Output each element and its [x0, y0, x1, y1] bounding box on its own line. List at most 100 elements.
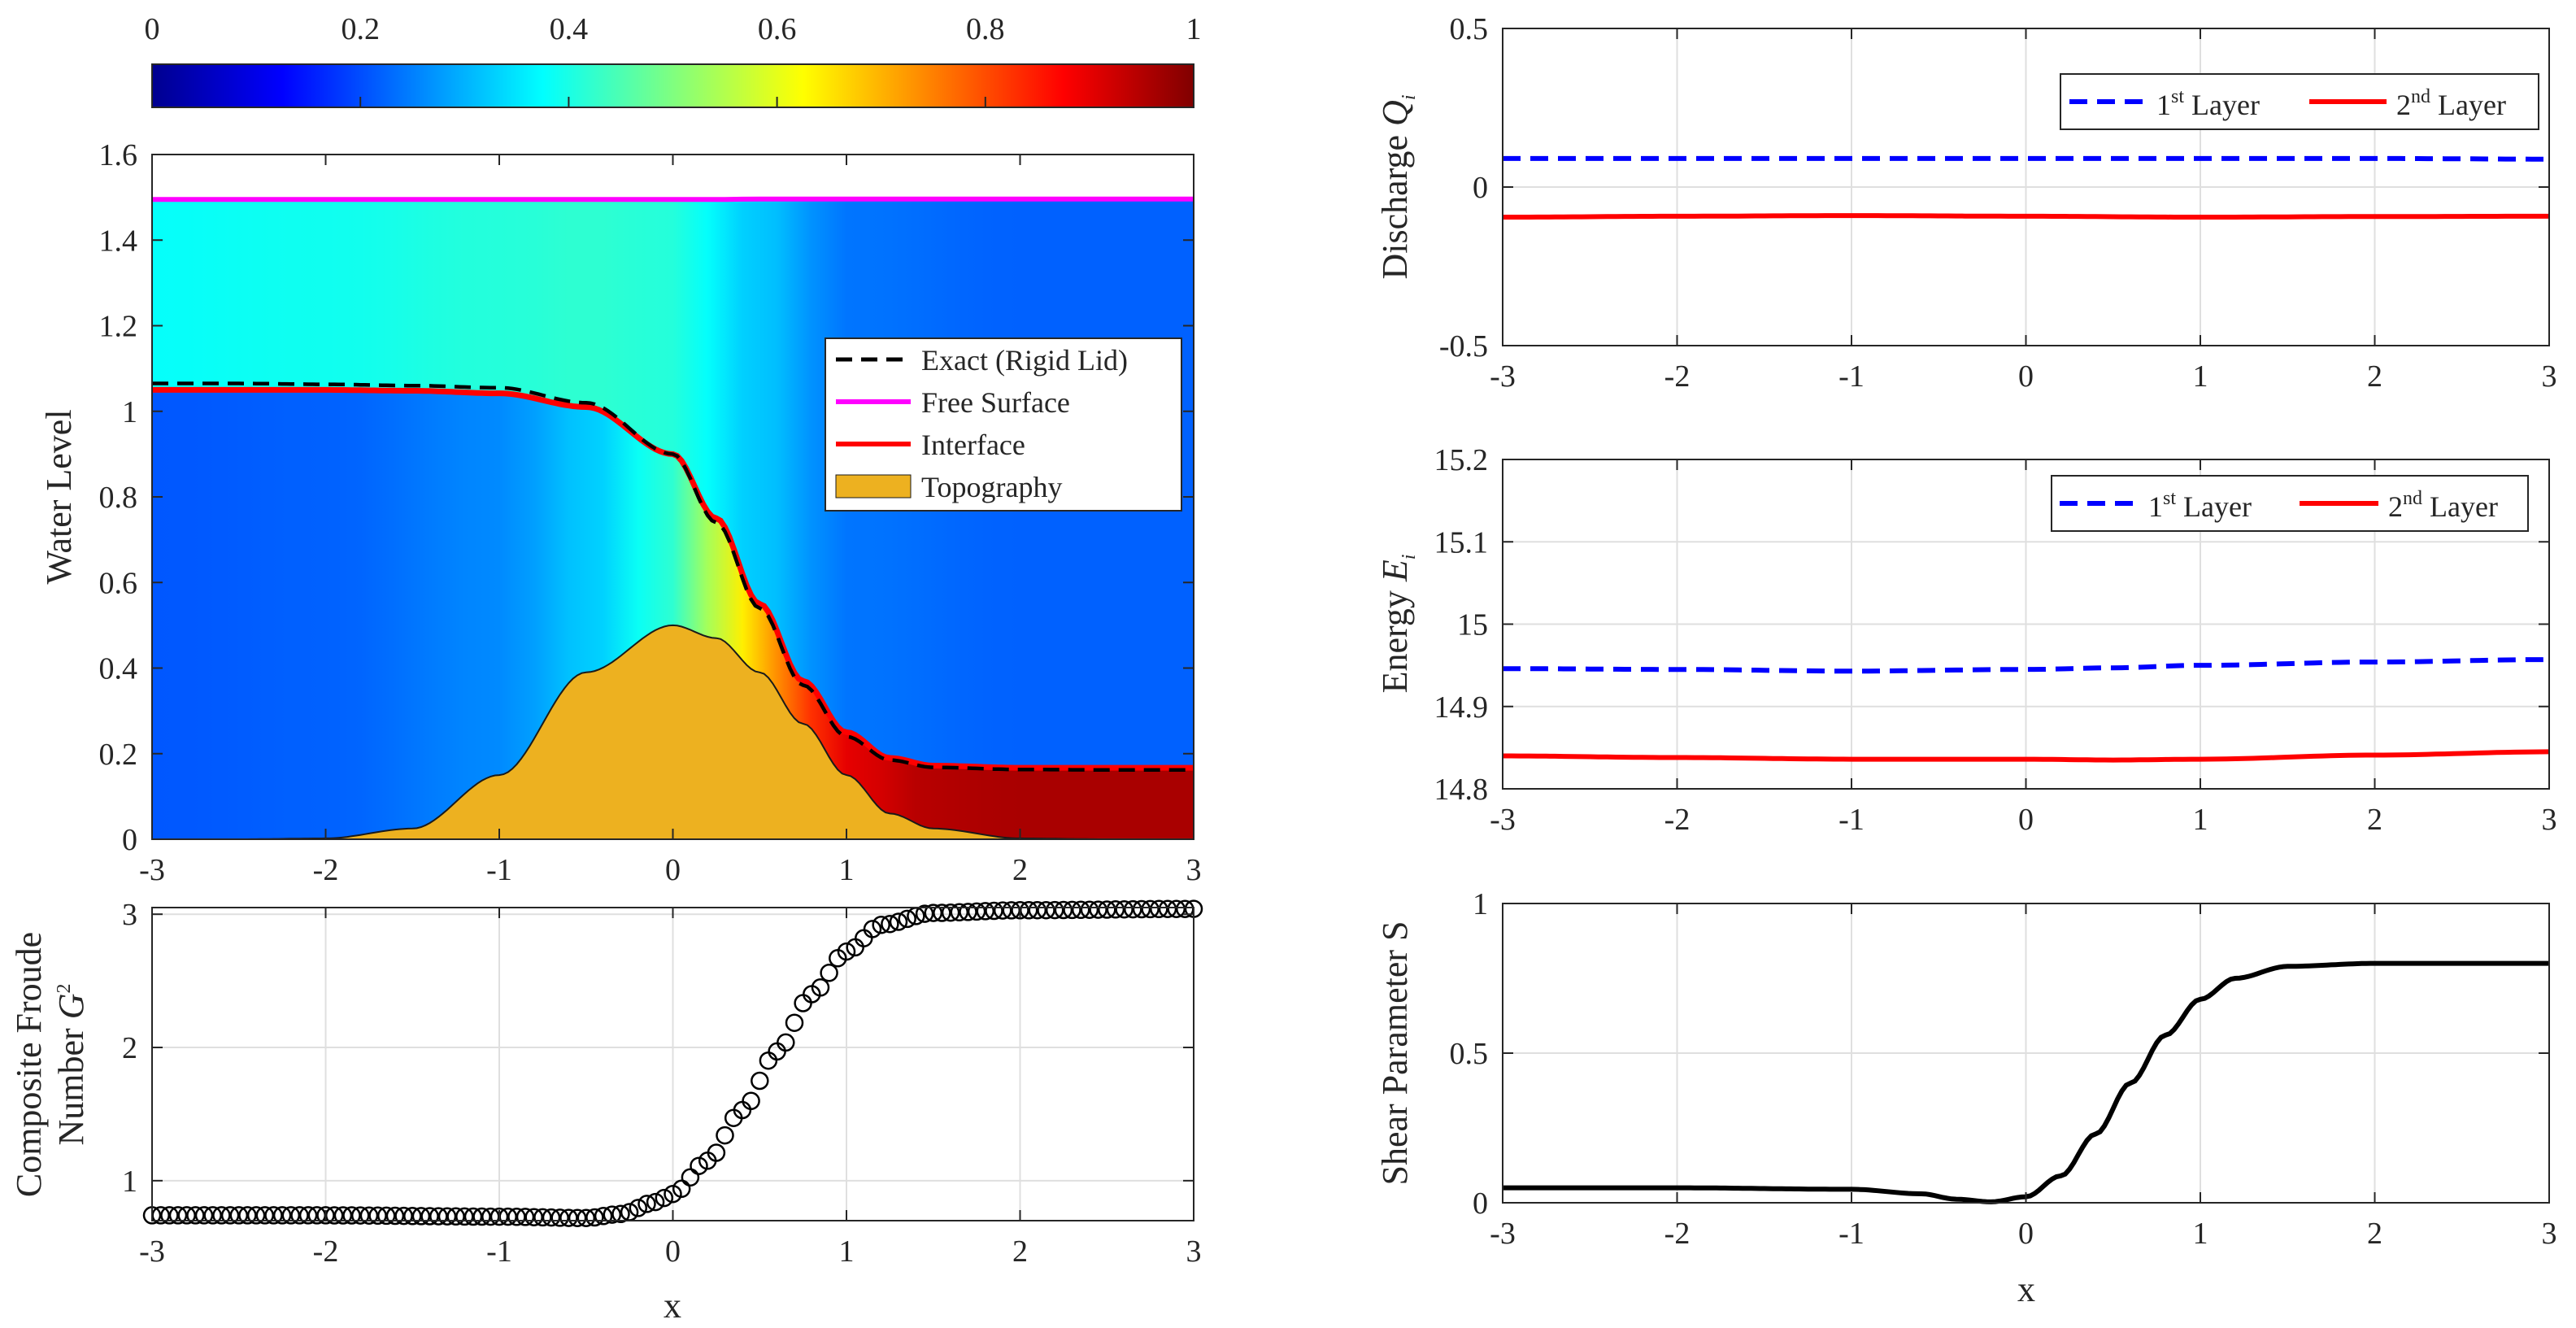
- x-tick-label: -2: [313, 853, 339, 887]
- froude-marker: [1080, 900, 1099, 919]
- energy-legend: 1st Layer 2nd Layer: [2051, 475, 2529, 532]
- froude-marker: [229, 1206, 249, 1225]
- froude-marker: [681, 1168, 700, 1187]
- froude-marker: [637, 1195, 656, 1213]
- froude-marker: [516, 1208, 535, 1226]
- froude-marker: [524, 1208, 543, 1226]
- froude-marker: [420, 1207, 439, 1226]
- discharge-axes: -3 -2 -1 0 1 2 3 -0.5 0 0.5: [1439, 12, 2557, 394]
- x-tick-label: 3: [2542, 359, 2557, 394]
- y-tick-label: 0.6: [99, 566, 138, 600]
- x-tick-label: -3: [1490, 359, 1516, 394]
- colorbar-tick-label: 1: [1186, 12, 1202, 46]
- y-tick-label: 14.8: [1434, 773, 1489, 807]
- energy-legend-layer1-label: 1st Layer: [2148, 488, 2252, 523]
- froude-marker: [186, 1206, 205, 1225]
- froude-marker: [272, 1206, 292, 1225]
- x-tick-label: 1: [839, 853, 855, 887]
- x-tick-label: 0: [2018, 803, 2034, 837]
- froude-marker: [1063, 900, 1081, 920]
- colorbar-tick-label: 0.8: [966, 12, 1005, 46]
- legend-topography-label: Topography: [921, 471, 1062, 503]
- froude-ylabel-line2: Number G2: [51, 984, 91, 1146]
- froude-marker: [941, 903, 960, 922]
- y-tick-label: 1: [122, 1165, 137, 1199]
- froude-marker: [194, 1206, 214, 1225]
- froude-marker: [1141, 899, 1160, 919]
- x-tick-label: 2: [1012, 1234, 1028, 1269]
- discharge-legend-layer2-label: 2nd Layer: [2396, 86, 2506, 121]
- y-tick-label: 0: [1473, 1186, 1488, 1221]
- x-tick-label: 1: [2193, 1217, 2208, 1251]
- froude-marker: [1045, 900, 1064, 920]
- froude-marker: [1037, 900, 1055, 920]
- froude-marker: [394, 1206, 413, 1226]
- froude-marker: [350, 1206, 370, 1225]
- x-tick-label: -1: [486, 853, 512, 887]
- water-level-legend: Exact (Rigid Lid) Free Surface Interface…: [825, 337, 1182, 512]
- froude-marker: [976, 902, 995, 921]
- y-tick-label: 0.5: [1450, 1037, 1489, 1071]
- froude-marker: [646, 1192, 665, 1212]
- froude-marker: [368, 1206, 387, 1226]
- x-tick-label: -3: [139, 853, 165, 887]
- legend-free-surface-label: Free Surface: [921, 386, 1070, 419]
- froude-marker: [264, 1206, 283, 1225]
- froude-marker: [742, 1091, 760, 1111]
- y-tick-label: 0.4: [99, 652, 138, 686]
- y-tick-label: 0: [122, 823, 137, 857]
- froude-marker: [1089, 900, 1107, 919]
- y-tick-label: 15: [1457, 608, 1488, 642]
- froude-marker: [707, 1143, 726, 1162]
- y-tick-label: 1.6: [99, 138, 138, 172]
- froude-marker: [603, 1205, 622, 1224]
- froude-markers: [142, 899, 1203, 1227]
- y-tick-label: 1.2: [99, 310, 138, 344]
- colorbar: 0 0.2 0.4 0.6 0.8 1: [145, 12, 1202, 108]
- froude-marker: [1011, 901, 1029, 920]
- x-tick-label: 1: [2193, 359, 2208, 394]
- froude-marker: [933, 903, 951, 922]
- froude-marker: [872, 916, 890, 934]
- froude-marker: [437, 1207, 457, 1226]
- froude-marker: [1150, 899, 1168, 919]
- x-tick-label: 2: [2367, 359, 2382, 394]
- froude-marker: [333, 1206, 353, 1225]
- froude-marker: [1106, 900, 1125, 919]
- froude-marker: [585, 1208, 604, 1227]
- energy-chart: -3 -2 -1 0 1 2 3 14.8 14.9 15 15.1 15.2 Energy Ei 1…: [1375, 443, 2557, 837]
- froude-marker: [629, 1199, 648, 1217]
- froude-marker: [298, 1206, 318, 1225]
- froude-marker: [785, 1013, 804, 1032]
- froude-marker: [959, 903, 977, 921]
- froude-marker: [376, 1206, 396, 1226]
- x-tick-label: -1: [1838, 1217, 1865, 1251]
- froude-marker: [1054, 900, 1073, 920]
- x-tick-label: 2: [1012, 853, 1028, 887]
- froude-marker: [655, 1188, 674, 1208]
- froude-marker: [889, 912, 908, 931]
- froude-marker: [837, 942, 856, 961]
- froude-marker: [411, 1207, 431, 1226]
- legend-topography-swatch: [835, 474, 912, 499]
- froude-marker: [577, 1208, 596, 1227]
- froude-marker: [507, 1208, 526, 1226]
- colorbar-tick-label: 0: [145, 12, 160, 46]
- froude-marker: [490, 1207, 509, 1226]
- froude-marker: [246, 1206, 266, 1225]
- froude-marker: [342, 1206, 361, 1225]
- y-tick-label: 14.9: [1434, 690, 1489, 725]
- water-level-axes: -3 -2 -1 0 1 2 3 0 0.2 0.4 0.6 0.8 1 1.2 1.4 1.6: [99, 138, 1202, 887]
- water-level-ylabel: Water Level: [39, 409, 79, 584]
- energy-ylabel: Energy Ei: [1375, 555, 1420, 694]
- froude-marker: [985, 901, 1003, 921]
- froude-marker: [463, 1207, 483, 1226]
- x-tick-label: -2: [313, 1234, 339, 1269]
- froude-marker: [1124, 899, 1142, 919]
- froude-marker: [238, 1206, 257, 1225]
- froude-marker: [594, 1207, 613, 1226]
- froude-marker: [281, 1206, 301, 1225]
- froude-marker: [568, 1208, 587, 1227]
- x-tick-label: 2: [2367, 803, 2382, 837]
- x-tick-label: -3: [1490, 1217, 1516, 1251]
